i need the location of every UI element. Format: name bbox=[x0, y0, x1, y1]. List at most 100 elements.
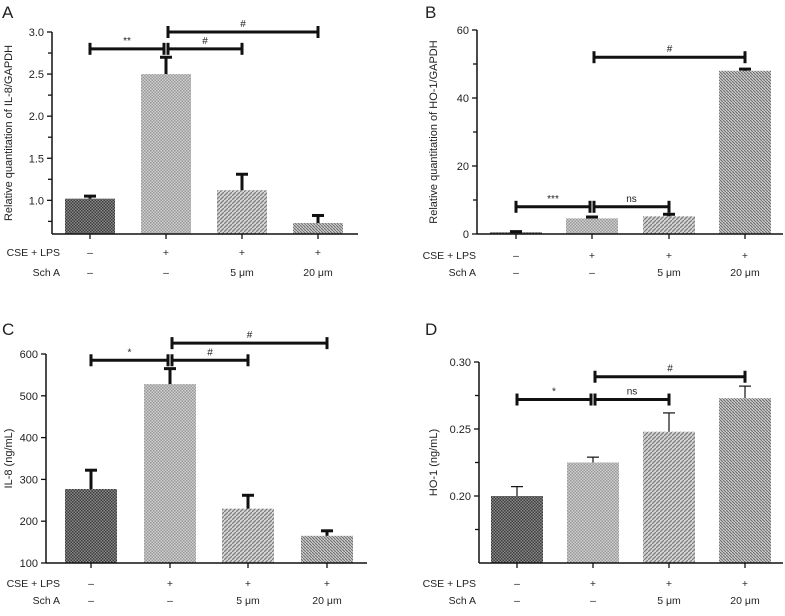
category-cse-lps: + bbox=[590, 578, 596, 590]
category-sch-a: 5 μm bbox=[657, 267, 681, 279]
panel-a: A 1.0 1.5 2.0 2.5 3.0 Relative quantitation of… bbox=[2, 3, 358, 279]
bar bbox=[293, 223, 343, 234]
y-axis-label: HO-1 (ng/mL) bbox=[428, 429, 440, 496]
bar bbox=[222, 508, 274, 563]
row-label-cse-lps: CSE + LPS bbox=[423, 578, 476, 590]
y-axis-label: Relative quantitation of HO-1/GAPDH bbox=[428, 40, 440, 223]
y-tick-label: 3.0 bbox=[29, 27, 44, 39]
category-cse-lps: + bbox=[666, 250, 672, 262]
row-label-sch-a: Sch A bbox=[449, 595, 476, 607]
category-sch-a: 5 μm bbox=[236, 595, 260, 607]
category-sch-a: 20 μm bbox=[303, 267, 333, 279]
bar bbox=[217, 190, 267, 234]
bar bbox=[491, 496, 543, 563]
row-label-sch-a: Sch A bbox=[33, 595, 60, 607]
significance-label: * bbox=[552, 387, 556, 398]
row-label-cse-lps: CSE + LPS bbox=[423, 250, 476, 262]
category-cse-lps: + bbox=[742, 250, 748, 262]
y-tick-label: 2.5 bbox=[29, 69, 44, 81]
bar bbox=[141, 74, 191, 234]
significance-label: # bbox=[247, 330, 253, 341]
category-sch-a: 5 μm bbox=[657, 595, 681, 607]
category-cse-lps: + bbox=[589, 250, 595, 262]
panel-label: A bbox=[2, 3, 14, 22]
category-sch-a: – bbox=[88, 595, 94, 607]
category-sch-a: 5 μm bbox=[230, 267, 254, 279]
category-cse-lps: + bbox=[245, 578, 251, 590]
y-axis-label: Relative quantitation of IL-8/GAPDH bbox=[3, 45, 15, 221]
category-cse-lps: + bbox=[167, 578, 173, 590]
row-label-sch-a: Sch A bbox=[33, 267, 60, 279]
y-tick-label: 400 bbox=[20, 433, 38, 445]
category-sch-a: – bbox=[87, 267, 93, 279]
panel-c: C 100 200 300 400 500 600 IL-8 (ng/mL) CSE + LPS… bbox=[2, 320, 367, 607]
panel-label: D bbox=[425, 320, 437, 339]
row-label-cse-lps: CSE + LPS bbox=[7, 247, 60, 259]
bar bbox=[301, 535, 353, 563]
panel-label: B bbox=[425, 3, 436, 22]
y-tick-label: 0.20 bbox=[450, 491, 471, 503]
y-tick-label: 0.25 bbox=[450, 424, 471, 436]
y-tick-label: 40 bbox=[457, 93, 469, 105]
y-tick-label: 1.5 bbox=[29, 153, 44, 165]
category-sch-a: 20 μm bbox=[312, 595, 342, 607]
y-tick-label: 0 bbox=[463, 229, 469, 241]
significance-label: * bbox=[128, 347, 132, 358]
y-tick-label: 20 bbox=[457, 161, 469, 173]
bar bbox=[719, 398, 771, 563]
category-cse-lps: + bbox=[324, 578, 330, 590]
category-cse-lps: + bbox=[163, 247, 169, 259]
y-tick-label: 300 bbox=[20, 474, 38, 486]
category-sch-a: – bbox=[167, 595, 173, 607]
significance-label: # bbox=[240, 19, 246, 30]
y-tick-label: 200 bbox=[20, 516, 38, 528]
y-tick-label: 100 bbox=[20, 558, 38, 570]
significance-label: *** bbox=[547, 194, 559, 205]
panel-b: B 0 20 40 60 Relative quantitation of HO-1/GA… bbox=[423, 3, 783, 279]
category-sch-a: – bbox=[163, 267, 169, 279]
bar bbox=[490, 232, 542, 234]
significance-label: # bbox=[202, 36, 208, 47]
significance-label: ns bbox=[627, 387, 638, 398]
panel-label: C bbox=[2, 320, 14, 339]
category-cse-lps: – bbox=[88, 578, 94, 590]
category-sch-a: – bbox=[589, 267, 595, 279]
y-tick-label: 60 bbox=[457, 25, 469, 37]
category-sch-a: – bbox=[513, 267, 519, 279]
bar bbox=[566, 218, 618, 234]
category-sch-a: 20 μm bbox=[730, 595, 760, 607]
y-tick-label: 0.30 bbox=[450, 357, 471, 369]
category-sch-a: – bbox=[514, 595, 520, 607]
category-sch-a: 20 μm bbox=[730, 267, 760, 279]
y-tick-label: 500 bbox=[20, 391, 38, 403]
bar bbox=[65, 489, 117, 563]
bar bbox=[567, 462, 619, 563]
panel-d: D 0.20 0.25 0.30 HO-1 (ng/mL) CSE + LPS Sch A –… bbox=[423, 320, 783, 607]
category-cse-lps: + bbox=[666, 578, 672, 590]
y-axis-label: IL-8 (ng/mL) bbox=[3, 429, 15, 489]
bar bbox=[643, 216, 695, 234]
significance-label: ** bbox=[123, 36, 131, 47]
y-tick-label: 1.0 bbox=[29, 195, 44, 207]
significance-label: # bbox=[667, 44, 673, 55]
category-cse-lps: – bbox=[513, 250, 519, 262]
significance-label: # bbox=[667, 364, 673, 375]
significance-label: ns bbox=[626, 194, 637, 205]
bar bbox=[643, 431, 695, 563]
category-cse-lps: – bbox=[514, 578, 520, 590]
category-cse-lps: + bbox=[239, 247, 245, 259]
category-cse-lps: + bbox=[742, 578, 748, 590]
bar bbox=[144, 384, 196, 563]
category-cse-lps: + bbox=[315, 247, 321, 259]
bar bbox=[719, 70, 771, 234]
bar bbox=[65, 198, 115, 234]
y-tick-label: 600 bbox=[20, 349, 38, 361]
category-cse-lps: – bbox=[87, 247, 93, 259]
row-label-sch-a: Sch A bbox=[449, 267, 476, 279]
row-label-cse-lps: CSE + LPS bbox=[7, 578, 60, 590]
y-tick-label: 2.0 bbox=[29, 111, 44, 123]
category-sch-a: – bbox=[590, 595, 596, 607]
significance-label: # bbox=[207, 347, 213, 358]
